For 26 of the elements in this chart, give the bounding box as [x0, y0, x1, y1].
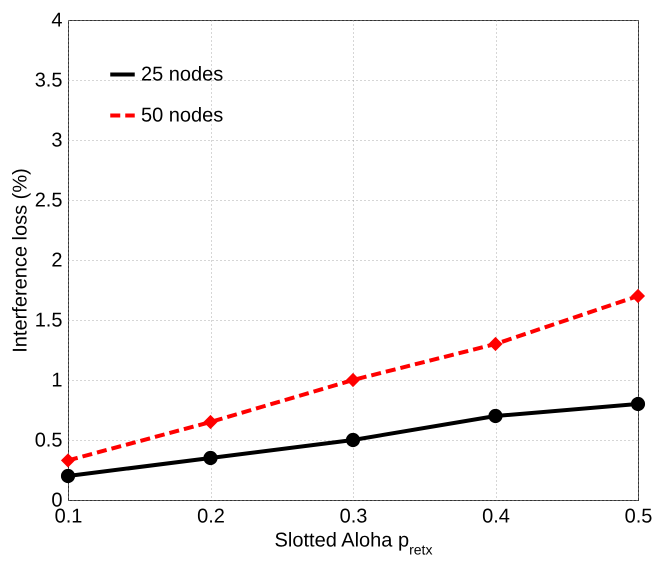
- x-tick-label: 0.3: [340, 506, 368, 528]
- x-tick-label: 0.4: [482, 506, 510, 528]
- point: [630, 396, 646, 412]
- x-tick-label: 0.2: [197, 506, 225, 528]
- y-axis-title: Interference loss (%): [10, 168, 32, 353]
- point: [346, 432, 360, 448]
- y-tick-label: 2.5: [34, 190, 62, 212]
- point: [60, 453, 76, 468]
- point: [203, 414, 218, 430]
- point: [60, 468, 76, 484]
- point: [203, 450, 218, 466]
- point: [488, 336, 503, 352]
- legend-label: 50 nodes: [141, 104, 224, 126]
- x-tick-label: 0.5: [624, 506, 652, 528]
- y-tick-label: 4: [51, 10, 62, 32]
- point: [346, 372, 360, 388]
- y-tick-label: 0.5: [34, 430, 62, 452]
- point: [630, 288, 646, 304]
- y-tick-label: 1.5: [34, 310, 62, 332]
- legend-label: 25 nodes: [141, 64, 224, 86]
- y-tick-label: 3: [51, 130, 62, 152]
- y-tick-label: 3.5: [34, 70, 62, 92]
- y-tick-label: 1: [51, 370, 62, 392]
- y-tick-label: 2: [51, 250, 62, 272]
- x-axis-title: Slotted Aloha p$_{retx}$: [274, 530, 432, 558]
- point: [488, 408, 503, 424]
